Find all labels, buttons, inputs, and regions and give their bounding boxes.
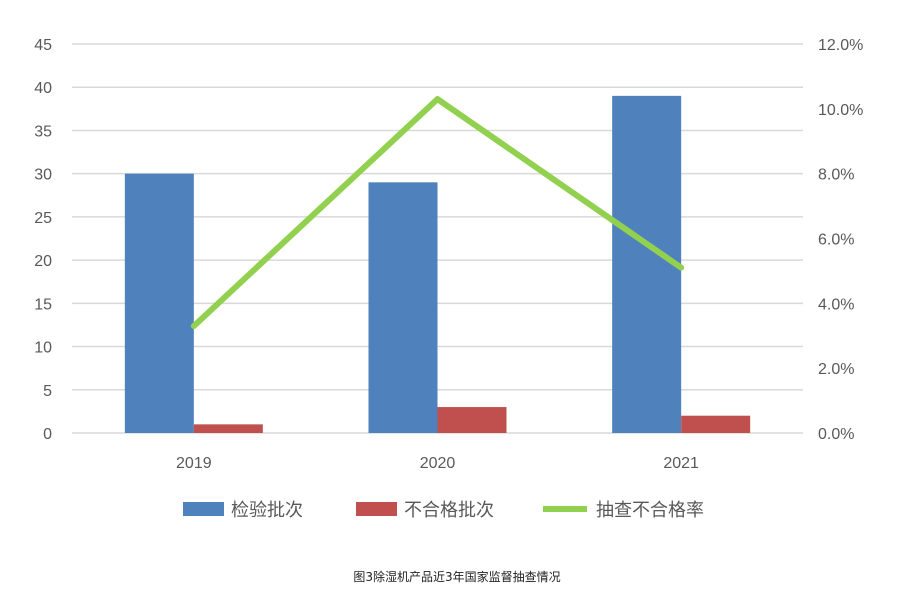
bar-检验批次-2021 bbox=[612, 95, 682, 433]
figure-caption: 图3除湿机产品近3年国家监督抽查情况 bbox=[353, 570, 561, 584]
left-axis-tick-label: 45 bbox=[34, 37, 52, 54]
legend-label: 抽查不合格率 bbox=[596, 500, 704, 521]
left-axis-tick-label: 15 bbox=[34, 296, 52, 313]
line-point-2020 bbox=[434, 96, 441, 103]
right-axis-tick-label: 8.0% bbox=[818, 167, 854, 184]
left-axis-tick-label: 25 bbox=[34, 210, 52, 227]
right-axis-ticks: 0.0% 2.0% 4.0% 6.0% 8.0% 10.0% 12.0% bbox=[818, 37, 863, 443]
legend-label: 不合格批次 bbox=[404, 500, 494, 521]
legend-swatch-不合格批次 bbox=[356, 502, 397, 516]
left-axis-tick-label: 5 bbox=[43, 383, 52, 400]
bar-不合格批次-2021 bbox=[681, 415, 751, 433]
bar-检验批次-2020 bbox=[368, 182, 438, 433]
right-axis-tick-label: 12.0% bbox=[818, 37, 863, 54]
line-series bbox=[190, 96, 685, 330]
combo-chart: 0 5 10 15 20 25 30 35 40 45 0.0% 2.0% 4.0% 6.0% 8.0% 1… bbox=[34, 37, 863, 521]
bar-series bbox=[124, 95, 751, 433]
left-axis-tick-label: 40 bbox=[34, 80, 52, 97]
line-point-2019 bbox=[190, 323, 197, 330]
legend: 检验批次 不合格批次 抽查不合格率 bbox=[183, 500, 704, 521]
left-axis-ticks: 0 5 10 15 20 25 30 35 40 45 bbox=[34, 37, 52, 443]
right-axis-tick-label: 0.0% bbox=[818, 426, 854, 443]
category-label: 2021 bbox=[663, 455, 699, 472]
bar-不合格批次-2019 bbox=[193, 424, 263, 433]
left-axis-tick-label: 0 bbox=[43, 426, 52, 443]
right-axis-tick-label: 6.0% bbox=[818, 232, 854, 249]
line-point-2021 bbox=[678, 264, 685, 271]
right-axis-tick-label: 10.0% bbox=[818, 102, 863, 119]
bar-检验批次-2019 bbox=[124, 173, 194, 433]
category-label: 2020 bbox=[420, 455, 456, 472]
legend-label: 检验批次 bbox=[231, 500, 303, 521]
left-axis-tick-label: 20 bbox=[34, 253, 52, 270]
right-axis-tick-label: 2.0% bbox=[818, 361, 854, 378]
left-axis-tick-label: 30 bbox=[34, 167, 52, 184]
legend-swatch-检验批次 bbox=[183, 502, 224, 516]
left-axis-tick-label: 10 bbox=[34, 340, 52, 357]
bar-不合格批次-2020 bbox=[437, 407, 507, 433]
left-axis-tick-label: 35 bbox=[34, 123, 52, 140]
right-axis-tick-label: 4.0% bbox=[818, 296, 854, 313]
category-labels: 2019 2020 2021 bbox=[176, 455, 699, 472]
category-label: 2019 bbox=[176, 455, 212, 472]
